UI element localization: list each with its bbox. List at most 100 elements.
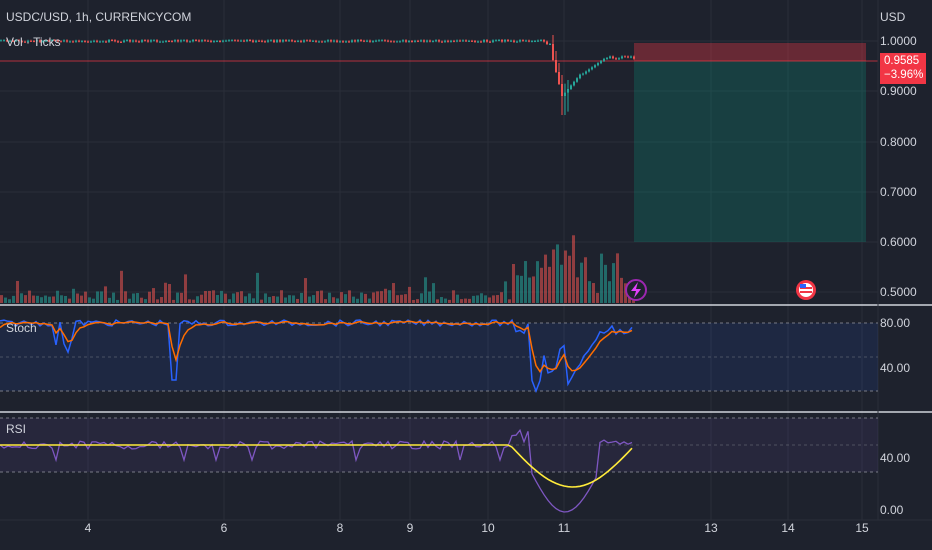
candle (411, 41, 413, 43)
price-tick: 0.8000 (880, 135, 917, 149)
candle (384, 40, 386, 42)
volume-bar (76, 293, 79, 303)
volume-bar (620, 277, 623, 303)
currency-label: USD (880, 10, 906, 24)
time-tick: 13 (704, 521, 718, 535)
volume-legend[interactable]: Vol · Ticks (6, 35, 61, 49)
candle (438, 40, 440, 42)
candle (600, 61, 602, 64)
volume-bar (384, 288, 387, 303)
candle (579, 74, 581, 79)
candle (30, 40, 32, 42)
volume-bar (100, 291, 103, 303)
volume-bar (324, 299, 327, 303)
candle (72, 41, 74, 43)
candle (159, 41, 161, 43)
candle (249, 40, 251, 42)
candle (213, 41, 215, 43)
candle (627, 56, 629, 58)
candle (342, 41, 344, 43)
candle (471, 40, 473, 42)
candle (45, 40, 47, 42)
us-flag-icon[interactable] (796, 280, 816, 300)
stoch-label[interactable]: Stoch (6, 321, 37, 335)
volume-bar (520, 275, 523, 303)
volume-bar (476, 295, 479, 303)
candle (534, 40, 536, 42)
candle (63, 40, 65, 42)
candle (492, 40, 494, 42)
candle (459, 40, 461, 42)
candle (135, 40, 137, 42)
volume-bar (608, 281, 611, 303)
candle (273, 40, 275, 42)
volume-bar (540, 267, 543, 303)
candle (282, 40, 284, 42)
candle (90, 41, 92, 43)
volume-bar (232, 293, 235, 303)
candle (165, 40, 167, 42)
candle (255, 40, 257, 42)
volume-bar (320, 290, 323, 303)
candle (483, 40, 485, 42)
candle (207, 40, 209, 42)
time-tick: 10 (481, 521, 495, 535)
candle (351, 40, 353, 42)
candle (588, 69, 590, 72)
candle (177, 40, 179, 42)
time-tick: 11 (557, 521, 571, 535)
volume-bar (144, 299, 147, 303)
symbol-title[interactable]: USDC/USD, 1h, CURRENCYCOM (6, 10, 192, 24)
candle (357, 40, 359, 42)
candle (447, 40, 449, 42)
rsi-tick: 0.00 (880, 503, 904, 517)
volume-bar (308, 296, 311, 303)
candle (615, 58, 617, 60)
candle (417, 40, 419, 42)
price-tick: 0.7000 (880, 185, 917, 199)
volume-bar (552, 249, 555, 303)
time-tick: 15 (855, 521, 869, 535)
volume-bar (464, 298, 467, 303)
candle (174, 40, 176, 42)
volume-bar (592, 283, 595, 303)
volume-bar (452, 290, 455, 303)
candle (519, 40, 521, 42)
volume-bar (400, 294, 403, 303)
volume-bar (492, 295, 495, 303)
candle (582, 73, 584, 75)
volume-bar (316, 291, 319, 303)
volume-bar (372, 292, 375, 303)
candle (288, 40, 290, 42)
candle (321, 41, 323, 43)
volume-bar (84, 291, 87, 303)
candle (192, 40, 194, 42)
volume-bar (252, 298, 255, 303)
volume-bar (216, 295, 219, 303)
volume-bar (40, 297, 43, 303)
main-grid (0, 0, 878, 520)
last-price-badge: 0.9585 −3.96% (880, 53, 926, 84)
rsi-label[interactable]: RSI (6, 422, 27, 436)
candle (537, 40, 539, 42)
lightning-icon[interactable] (625, 279, 647, 301)
volume-bar (468, 298, 471, 303)
stoch-tick: 40.00 (880, 361, 911, 375)
volume-bar (460, 299, 463, 303)
candle (327, 40, 329, 42)
volume-bar (24, 295, 27, 303)
volume-bar (352, 296, 355, 303)
candle (336, 40, 338, 42)
volume-bar (36, 295, 39, 303)
candle (261, 40, 263, 42)
volume-bar (496, 295, 499, 303)
candle (183, 40, 185, 42)
candle (111, 40, 113, 42)
volume-bar (288, 295, 291, 303)
volume-bar (176, 292, 179, 303)
candle (525, 40, 527, 42)
candle (630, 56, 632, 58)
candle (612, 56, 614, 59)
volume-bar (148, 291, 151, 303)
